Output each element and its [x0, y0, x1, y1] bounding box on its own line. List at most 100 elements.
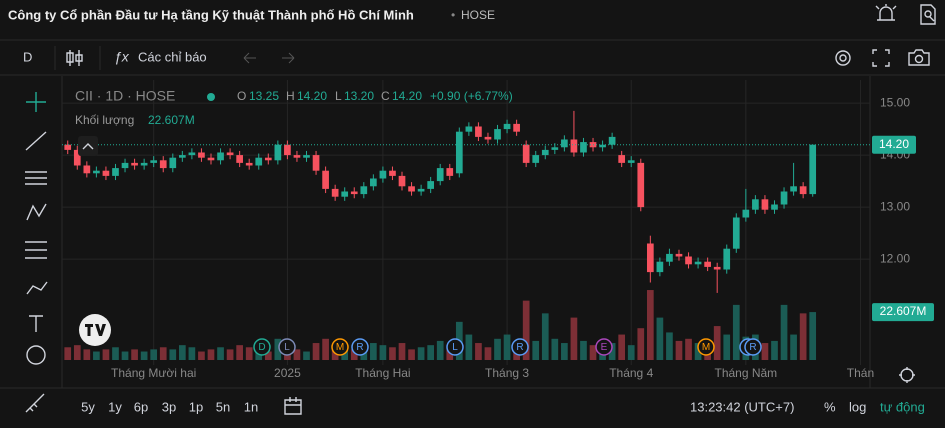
event-badge-label[interactable]: R [516, 342, 523, 353]
collapse-button[interactable] [78, 136, 98, 156]
range-button[interactable]: 1p [189, 399, 203, 414]
range-button[interactable]: 1n [244, 399, 258, 414]
y-tick-label: 13.00 [880, 199, 910, 213]
candle-body [570, 139, 578, 153]
settings-icon[interactable] [899, 367, 915, 383]
x-tick-label: Tháng Hai [355, 366, 410, 380]
candle-body [207, 157, 215, 161]
candle-body [799, 186, 807, 195]
range-button[interactable]: 3p [162, 399, 176, 414]
candle-body [64, 144, 72, 150]
volume-bar [627, 345, 635, 360]
volume-tag-label: 22.607M [880, 304, 927, 318]
volume-bar [771, 340, 778, 360]
volume-bar [417, 347, 425, 360]
range-button[interactable]: 1y [108, 399, 122, 414]
candle-body [417, 188, 425, 192]
indicators-button[interactable]: Các chỉ báo [138, 49, 207, 64]
percent-toggle[interactable]: % [824, 399, 836, 414]
event-badge-label[interactable]: D [258, 342, 265, 353]
event-badge-label[interactable]: R [749, 342, 756, 353]
candle-body [274, 144, 282, 161]
candle-body [522, 144, 530, 163]
candle-body [637, 162, 645, 208]
event-badge-label[interactable]: M [702, 342, 710, 353]
candle-body [331, 188, 339, 197]
legend-value: 14.20 [297, 89, 327, 103]
volume-bar [589, 345, 597, 360]
range-button[interactable]: 5n [216, 399, 230, 414]
volume-bar [178, 345, 186, 360]
volume-bar [809, 312, 817, 360]
candle-body [780, 191, 788, 205]
date-range-icon[interactable] [284, 397, 302, 415]
candle-body [809, 144, 817, 195]
separator: • [451, 8, 455, 22]
event-badge[interactable] [446, 338, 464, 356]
candle-body [541, 149, 549, 156]
event-badge[interactable] [697, 338, 715, 356]
volume-bar [408, 349, 415, 360]
candle-body [608, 136, 616, 145]
range-button[interactable]: 5y [81, 399, 95, 414]
candle-body [532, 155, 540, 163]
event-badge-label[interactable]: L [452, 342, 458, 353]
redo-icon[interactable] [282, 52, 295, 64]
event-badge-label[interactable]: E [601, 342, 608, 353]
event-badge[interactable] [511, 338, 529, 356]
candle-body [408, 186, 415, 192]
exchange: HOSE [461, 8, 495, 22]
price-tag-label: 14.20 [879, 137, 909, 151]
volume-tag [872, 303, 934, 322]
x-tick-label: Tháng Mười hai [111, 366, 196, 380]
candle-body [102, 170, 110, 176]
drawing-tools[interactable] [25, 92, 48, 413]
legend-label: C [381, 89, 390, 103]
volume-bar [732, 304, 740, 360]
legend-value: 13.20 [344, 89, 374, 103]
volume-bar [112, 347, 119, 360]
volume-bar [93, 351, 100, 360]
candle-body [513, 123, 520, 132]
range-button[interactable]: 6p [134, 399, 148, 414]
candle-body [150, 160, 158, 163]
volume-bar [140, 351, 148, 360]
event-badge[interactable] [744, 338, 762, 356]
event-badge[interactable] [351, 338, 369, 356]
volume-bar [207, 349, 215, 360]
undo-icon[interactable] [243, 52, 256, 64]
candle-body [293, 155, 301, 158]
candle-body [284, 144, 291, 156]
candle-body [675, 253, 683, 257]
event-badge-label[interactable]: L [284, 342, 290, 353]
candle-body [159, 160, 167, 169]
auto-toggle[interactable]: tự động [880, 399, 925, 414]
chart-type-icon[interactable] [66, 50, 83, 66]
volume-bar [436, 340, 444, 360]
fx-icon[interactable]: ƒx [114, 49, 130, 65]
header-icons[interactable] [875, 4, 936, 25]
volume-bar [761, 343, 769, 360]
candle-body [455, 131, 463, 174]
candle-body [360, 186, 368, 195]
event-badge[interactable] [278, 338, 296, 356]
candle-body [236, 155, 243, 163]
event-badge-label[interactable]: M [336, 342, 344, 353]
top-right-icons[interactable] [835, 49, 930, 67]
volume-bar [427, 345, 435, 360]
volume-bar [303, 351, 310, 360]
interval-button[interactable]: D [23, 49, 32, 64]
candle-body [551, 147, 559, 150]
candle-body [446, 168, 454, 176]
volume-bar [532, 340, 540, 360]
event-badge-label[interactable]: R [356, 342, 363, 353]
event-badge[interactable] [331, 338, 349, 356]
event-badge[interactable] [253, 338, 271, 356]
candle-body [264, 157, 272, 161]
event-badge[interactable] [595, 338, 613, 356]
volume-bar [73, 345, 81, 360]
log-toggle[interactable]: log [849, 399, 866, 414]
candle-body [245, 162, 253, 166]
